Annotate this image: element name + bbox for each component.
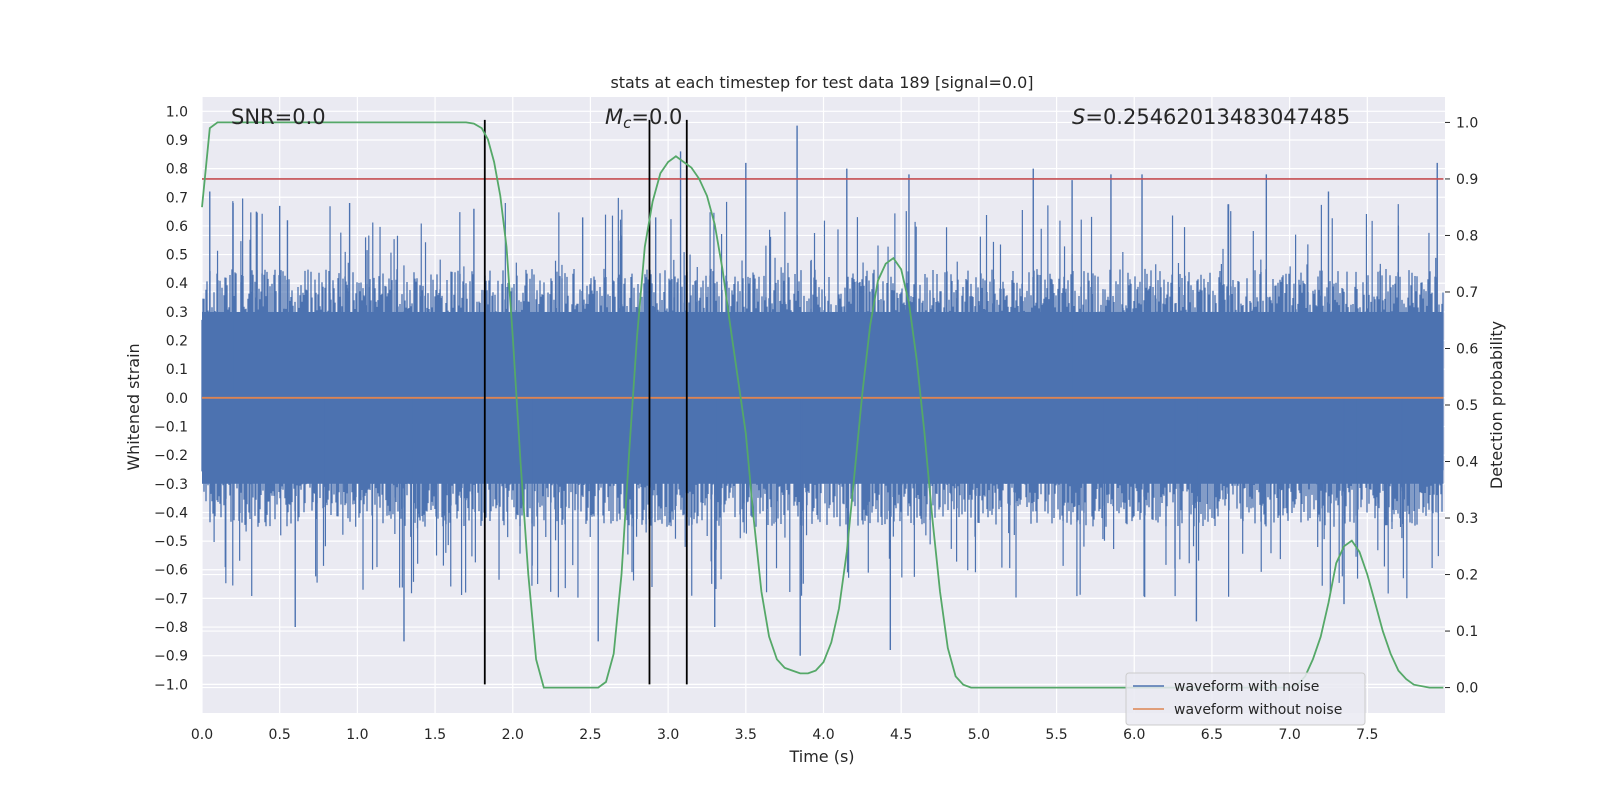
y2-tick-label: 0.7 [1456,285,1478,301]
snr-annotation: SNR=0.0 [231,105,326,129]
left-y-ticks: 1.0 0.9 0.8 0.7 0.6 0.5 0.4 0.3 0.2 0.1 0.0 −0.1 −0.… [154,104,188,693]
y2-tick-label: 0.8 [1456,228,1478,244]
x-tick-label: 1.0 [346,727,368,743]
x-tick-label: 6.5 [1201,727,1223,743]
y-tick-label: 0.8 [166,162,188,178]
y2-tick-label: 0.2 [1456,568,1478,584]
y-tick-label: 0.5 [166,248,188,264]
y-tick-label: 0.2 [166,334,188,350]
y-tick-label: −0.1 [154,419,188,435]
y-axis-label: Whitened strain [124,343,143,470]
x-tick-label: 7.5 [1356,727,1378,743]
chirp-mass-annotation: Mc=0.0 [605,105,682,132]
y-tick-label: −0.8 [154,620,188,636]
y-tick-label: −0.6 [154,563,188,579]
x-tick-label: 1.5 [424,727,446,743]
x-axis-label: Time (s) [788,747,854,766]
legend: waveform with noise waveform without noi… [1125,672,1366,726]
x-tick-label: 4.5 [890,727,912,743]
y2-tick-label: 0.5 [1456,398,1478,414]
y-tick-label: 0.3 [166,305,188,321]
x-tick-label: 5.0 [968,727,990,743]
y-tick-label: 0.7 [166,190,188,206]
y2-tick-label: 0.3 [1456,511,1478,527]
x-tick-label: 0.5 [269,727,291,743]
y-tick-label: −0.3 [154,477,188,493]
y-tick-label: −1.0 [154,677,188,693]
x-tick-label: 4.0 [812,727,834,743]
x-tick-label: 2.0 [502,727,524,743]
y-tick-label: 0.0 [166,391,188,407]
x-tick-label: 6.0 [1123,727,1145,743]
y2-tick-label: 0.4 [1456,455,1478,471]
y-tick-label: 1.0 [166,104,188,120]
x-tick-label: 2.5 [579,727,601,743]
y-tick-label: −0.2 [154,448,188,464]
chart-title: stats at each timestep for test data 189… [610,73,1033,92]
y2-tick-label: 0.0 [1456,681,1478,697]
y-tick-label: 0.1 [166,362,188,378]
x-ticks: 0.0 0.5 1.0 1.5 2.0 2.5 3.0 3.5 4.0 4.5 5.0 5.5 6.0 6… [191,727,1379,743]
y-tick-label: −0.4 [154,505,188,521]
y2-tick-label: 0.1 [1456,624,1478,640]
y-tick-label: 0.4 [166,276,188,292]
x-tick-label: 7.0 [1278,727,1300,743]
vertical-markers [483,119,688,685]
y2-tick-label: 1.0 [1456,115,1478,131]
y2-tick-label: 0.9 [1456,172,1478,188]
legend-label-noisy: waveform with noise [1174,679,1319,695]
x-tick-label: 3.0 [657,727,679,743]
y-tick-label: 0.6 [166,219,188,235]
score-annotation: S=0.25462013483047485 [1072,105,1350,129]
y-tick-label: −0.7 [154,591,188,607]
legend-box [1125,672,1366,726]
right-y-ticks: 1.0 0.9 0.8 0.7 0.6 0.5 0.4 0.3 0.2 0.1 0.0 [1445,115,1478,697]
y-tick-label: 0.9 [166,133,188,149]
y2-tick-label: 0.6 [1456,341,1478,357]
x-tick-label: 5.5 [1045,727,1067,743]
y2-axis-label: Detection probability [1487,321,1506,489]
y-tick-label: −0.9 [154,649,188,665]
x-tick-label: 3.5 [735,727,757,743]
y-tick-label: −0.5 [154,534,188,550]
x-tick-label: 0.0 [191,727,213,743]
legend-label-clean: waveform without noise [1174,702,1342,718]
